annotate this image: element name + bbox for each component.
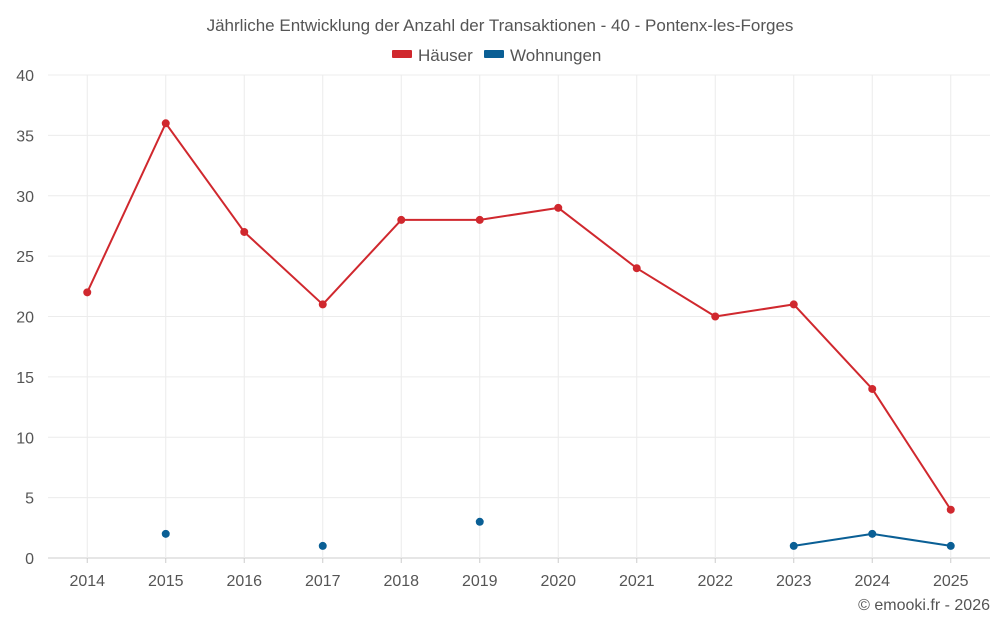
x-tick-label: 2021	[619, 573, 655, 590]
copyright-text: © emooki.fr - 2026	[858, 597, 990, 614]
x-tick-label: 2014	[69, 573, 105, 590]
y-tick-label: 15	[16, 370, 34, 387]
data-point[interactable]	[318, 300, 327, 309]
data-point[interactable]	[789, 541, 798, 550]
data-point[interactable]	[868, 529, 877, 538]
data-point[interactable]	[161, 529, 170, 538]
x-axis-ticks: 2014 2015 2016 2017 2018 2019 2020 2021 2022 2023…	[69, 573, 968, 590]
grid	[48, 74, 990, 563]
data-point[interactable]	[632, 264, 641, 273]
x-tick-label: 2018	[383, 573, 419, 590]
legend-swatch-wohnungen	[484, 50, 504, 58]
data-point[interactable]	[161, 119, 170, 128]
x-tick-label: 2020	[540, 573, 576, 590]
series	[83, 119, 955, 550]
x-tick-label: 2019	[462, 573, 498, 590]
y-tick-label: 25	[16, 249, 34, 266]
x-tick-label: 2023	[776, 573, 812, 590]
legend-item-wohnungen[interactable]: Wohnungen	[484, 46, 601, 65]
y-tick-label: 35	[16, 128, 34, 145]
data-point[interactable]	[789, 300, 798, 309]
legend: Häuser Wohnungen	[392, 46, 601, 65]
y-axis-ticks: 0 5 10 15 20 25 30 35 40	[16, 68, 34, 568]
x-tick-label: 2015	[148, 573, 184, 590]
data-point[interactable]	[240, 227, 249, 236]
legend-item-haeuser[interactable]: Häuser	[392, 46, 473, 65]
series-0	[83, 119, 955, 514]
legend-label-haeuser: Häuser	[418, 46, 473, 65]
y-tick-label: 5	[25, 491, 34, 508]
data-point[interactable]	[475, 517, 484, 526]
y-tick-label: 40	[16, 68, 34, 85]
x-tick-label: 2017	[305, 573, 341, 590]
data-point[interactable]	[868, 384, 877, 393]
y-tick-label: 30	[16, 189, 34, 206]
data-point[interactable]	[83, 288, 92, 297]
x-tick-label: 2025	[933, 573, 969, 590]
x-tick-label: 2022	[697, 573, 733, 590]
series-1	[161, 517, 955, 550]
data-point[interactable]	[946, 505, 955, 514]
data-point[interactable]	[554, 203, 563, 212]
legend-swatch-haeuser	[392, 50, 412, 58]
chart-title: Jährliche Entwicklung der Anzahl der Tra…	[207, 16, 794, 35]
y-tick-label: 20	[16, 310, 34, 327]
series-line	[86, 122, 952, 511]
y-tick-label: 0	[25, 551, 34, 568]
legend-label-wohnungen: Wohnungen	[510, 46, 601, 65]
data-point[interactable]	[711, 312, 720, 321]
x-tick-label: 2016	[226, 573, 262, 590]
data-point[interactable]	[475, 215, 484, 224]
data-point[interactable]	[397, 215, 406, 224]
y-tick-label: 10	[16, 430, 34, 447]
x-tick-label: 2024	[854, 573, 890, 590]
data-point[interactable]	[318, 541, 327, 550]
data-point[interactable]	[946, 541, 955, 550]
